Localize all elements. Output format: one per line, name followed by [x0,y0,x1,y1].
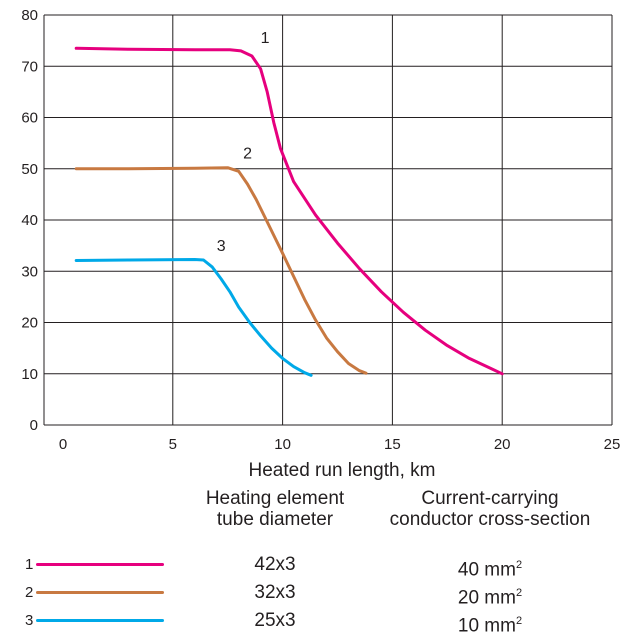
legend-row: 3 25x3 10 mm2 [0,610,623,637]
legend-conductor-value: 20 mm2 [425,582,555,609]
x-tick-label: 5 [169,436,177,453]
y-tick-label: 20 [21,315,38,332]
legend-conductor-text: 10 mm [457,615,516,637]
y-tick-label: 60 [21,110,38,127]
curve-label-2: 2 [243,146,252,163]
series-line-1 [74,46,504,376]
legend-tube-value: 25x3 [254,610,296,631]
grid [44,14,613,426]
legend-swatch-line [36,591,164,594]
legend-header-conductor: Current-carrying conductor cross-section [370,488,610,530]
legend-row-number: 2 [25,584,34,601]
x-tick-label: 20 [494,436,511,453]
legend: Heating element tube diameter Current-ca… [0,486,623,638]
x-tick-label: 15 [384,436,401,453]
axes: 0 10 20 30 40 50 60 70 80 0 5 10 15 20 25 [21,7,620,453]
y-tick-label: 30 [21,263,38,280]
line-chart: 0 10 20 30 40 50 60 70 80 0 5 10 15 20 25 1 2 3 Heated r… [21,7,620,481]
series-group [74,46,504,377]
legend-header-conductor-line1: Current-carrying [421,488,559,509]
legend-conductor-sup: 2 [515,615,523,627]
curve-label-3: 3 [217,238,226,255]
legend-row-number: 1 [25,556,34,573]
legend-tube-value: 42x3 [254,554,296,575]
series-line-3 [74,258,313,377]
curve-label-1: 1 [261,30,270,47]
legend-tube-value: 32x3 [254,582,296,603]
legend-row: 2 32x3 20 mm2 [0,582,623,609]
legend-header-conductor-line2: conductor cross-section [389,509,591,530]
x-axis-label: Heated run length, km [249,460,436,481]
legend-conductor-text: 20 mm [457,587,516,609]
legend-header-tube-line1: Heating element [205,488,345,509]
x-tick-label: 0 [59,436,67,453]
legend-swatch-line [36,563,164,566]
legend-header-tube: Heating element tube diameter [175,488,375,530]
legend-conductor-value: 40 mm2 [425,554,555,581]
legend-conductor-text: 40 mm [457,559,516,581]
legend-conductor-sup: 2 [515,587,523,599]
legend-header-tube-line2: tube diameter [216,509,334,530]
y-tick-label: 70 [21,58,38,75]
legend-row-number: 3 [25,612,34,629]
legend-conductor-sup: 2 [515,559,523,571]
curve-labels: 1 2 3 [217,30,270,255]
x-tick-label: 10 [274,436,291,453]
y-tick-label: 50 [21,161,38,178]
y-tick-label: 80 [21,7,38,24]
legend-row: 1 42x3 40 mm2 [0,554,623,581]
x-tick-label: 25 [604,436,621,453]
legend-swatch-line [36,619,164,622]
legend-conductor-value: 10 mm2 [425,610,555,637]
y-tick-label: 40 [21,212,38,229]
series-line-2 [74,166,368,375]
y-tick-label: 10 [21,366,38,383]
y-tick-label: 0 [30,417,38,434]
